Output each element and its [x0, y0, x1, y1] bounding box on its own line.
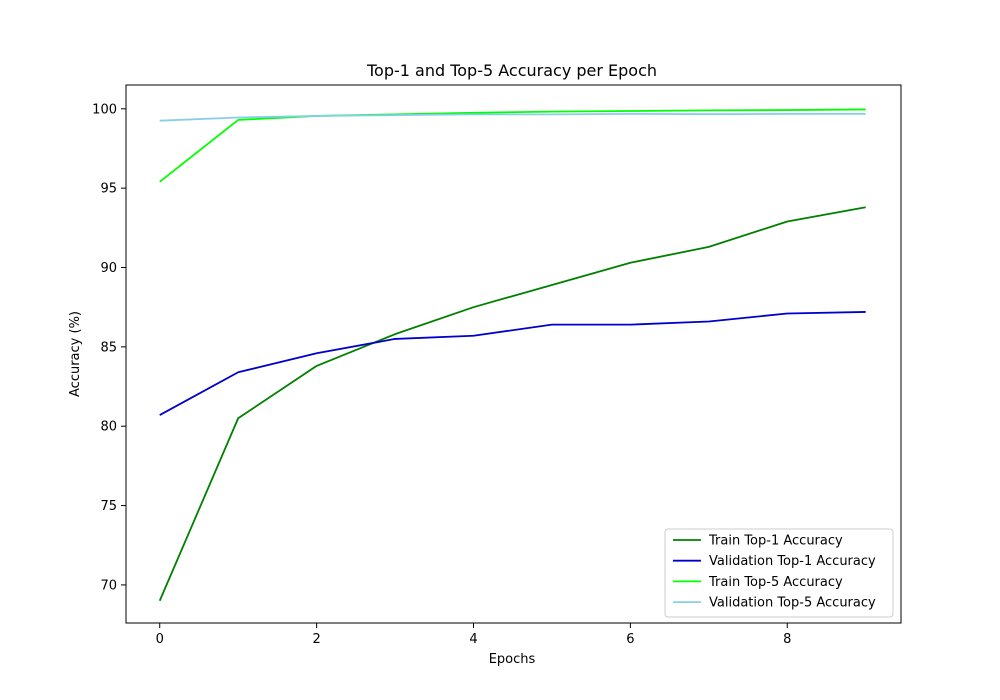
y-tick-label: 70 — [100, 578, 117, 593]
x-tick-label: 8 — [783, 632, 791, 647]
y-tick-label: 100 — [92, 102, 117, 117]
legend-label-1: Train Top-1 Accuracy — [708, 534, 843, 549]
legend-label-3: Train Top-5 Accuracy — [708, 575, 843, 590]
y-tick-label: 80 — [100, 420, 117, 435]
x-tick-label: 6 — [626, 632, 634, 647]
y-tick-label: 90 — [100, 261, 117, 276]
y-axis-title: Accuracy (%) — [68, 311, 83, 397]
series-layer — [158, 108, 866, 602]
y-axis: 70 75 80 85 90 95 100 — [92, 102, 126, 593]
series-line-2 — [159, 311, 866, 416]
x-axis-title: Epochs — [489, 652, 536, 667]
chart-title: Top-1 and Top-5 Accuracy per Epoch — [366, 61, 657, 80]
series-line-3 — [159, 108, 866, 183]
series-line-4 — [159, 112, 866, 122]
y-tick-label: 85 — [100, 340, 117, 355]
x-axis: 0 2 4 6 8 — [156, 623, 791, 647]
legend-label-2: Validation Top-1 Accuracy — [709, 554, 876, 569]
legend-box — [664, 528, 894, 618]
legend-label-4: Validation Top-5 Accuracy — [709, 596, 876, 611]
plot-frame — [125, 84, 902, 624]
y-tick-label: 95 — [100, 182, 117, 197]
x-tick-label: 2 — [312, 632, 320, 647]
legend: Train Top-1 Accuracy Validation Top-1 Acc… — [664, 528, 894, 618]
series-line-1 — [158, 206, 866, 602]
y-tick-label: 75 — [100, 499, 117, 514]
x-tick-label: 0 — [156, 632, 164, 647]
x-tick-label: 4 — [469, 632, 477, 647]
